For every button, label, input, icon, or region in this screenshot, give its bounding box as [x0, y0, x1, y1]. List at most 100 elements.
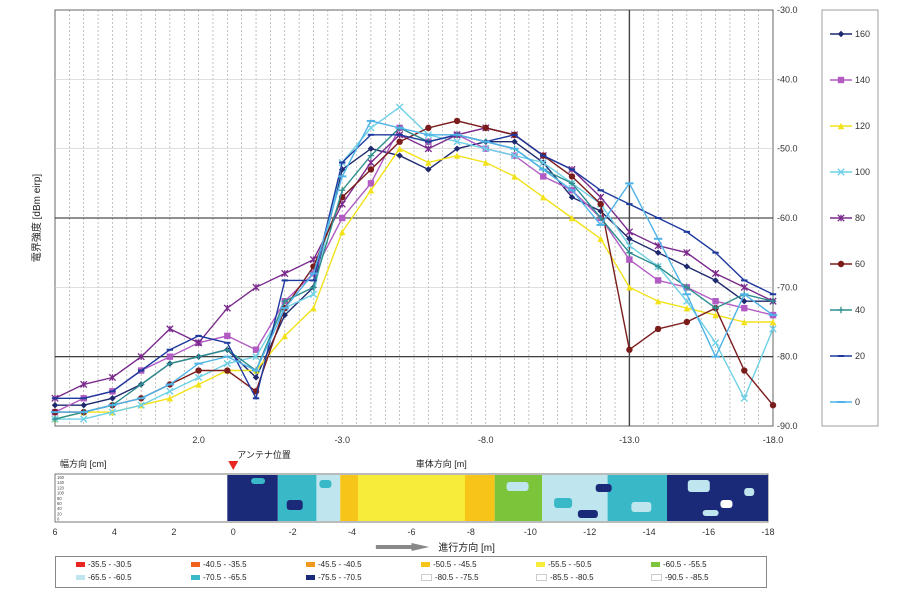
heatmap-legend-item: -55.5 - -50.5 [536, 560, 592, 570]
legend-range-label: -85.5 - -80.5 [550, 573, 594, 582]
x-tick-label: -13.0 [619, 435, 640, 445]
data-point [568, 173, 576, 180]
legend-range-label: -80.5 - -75.5 [435, 573, 479, 582]
data-point [281, 279, 288, 282]
data-point [367, 158, 375, 167]
strip-y-tick-label: 160 [57, 475, 65, 480]
data-point [281, 298, 288, 305]
data-point [280, 307, 289, 310]
legend-item-160: 160 [830, 29, 870, 39]
data-point [654, 298, 662, 305]
strip-y-tick-label: 80 [57, 496, 62, 501]
data-point [195, 367, 202, 374]
data-point [137, 369, 145, 372]
data-point [712, 298, 719, 305]
heatmap-patch [251, 478, 266, 484]
data-point [768, 314, 778, 317]
heatmap-band [277, 475, 317, 521]
data-point [137, 401, 145, 409]
x-tick-label: -18.0 [763, 435, 784, 445]
data-point [252, 374, 260, 381]
data-point [366, 119, 376, 122]
heatmap-legend-item: -35.5 - -30.5 [76, 560, 132, 570]
data-point [252, 346, 260, 353]
legend-item-0: 0 [830, 397, 860, 407]
data-point [740, 293, 749, 296]
legend-label: 100 [855, 167, 870, 177]
data-point [626, 249, 633, 256]
data-point [136, 397, 146, 400]
data-point [836, 401, 846, 403]
data-point [711, 269, 720, 278]
data-point [367, 166, 375, 173]
strip-x-tick-label: -14 [643, 527, 656, 537]
legend-range-label: -70.5 - -65.5 [203, 573, 247, 582]
x-tick-label: 2.0 [192, 435, 205, 445]
legend-swatch [76, 562, 85, 568]
data-point [309, 290, 318, 298]
legend-swatch [306, 575, 315, 581]
data-point [367, 187, 375, 194]
legend-range-label: -75.5 - -70.5 [318, 573, 362, 582]
legend-swatch [651, 574, 662, 582]
series-line-80 [54, 127, 774, 399]
data-point [741, 367, 748, 374]
data-point [683, 263, 691, 270]
strip-x-tick-label: 2 [171, 527, 176, 537]
data-point [339, 228, 346, 236]
data-point [654, 217, 662, 219]
data-point [625, 182, 634, 185]
legend: 160 140 120 100 80 60 40 20 0 [821, 9, 879, 427]
data-point [395, 103, 404, 111]
legend-item-20: 20 [830, 351, 865, 361]
legend-swatch [191, 562, 200, 568]
data-point [194, 339, 203, 347]
data-point [137, 381, 145, 388]
vehicle-direction-label: 車体方向 [m] [416, 458, 467, 469]
legend-swatch [651, 562, 660, 568]
legend-item-40: 40 [830, 305, 865, 315]
data-point [339, 161, 346, 164]
heatmap-legend-item: -90.5 - -85.5 [651, 573, 709, 583]
data-point [80, 380, 88, 389]
data-point [367, 145, 375, 152]
series-line-20 [55, 134, 774, 401]
heatmap-patch [319, 480, 332, 488]
data-point [224, 346, 231, 353]
data-point [683, 284, 691, 291]
data-point [224, 367, 231, 374]
strip-y-tick-label: 140 [57, 480, 65, 485]
legend-swatch [536, 574, 547, 582]
data-point [309, 272, 318, 275]
data-point [367, 133, 375, 136]
data-point [568, 180, 576, 187]
data-point [626, 346, 633, 353]
data-point [626, 235, 633, 242]
data-point [567, 189, 577, 192]
data-point [281, 332, 288, 340]
legend-swatch [536, 562, 545, 568]
data-point [741, 318, 748, 326]
data-point [837, 355, 845, 357]
data-point [837, 168, 845, 176]
data-point [310, 279, 317, 282]
data-point [539, 168, 548, 171]
heatmap-legend-item: -75.5 - -70.5 [306, 573, 362, 583]
strip-x-tick-label: -16 [702, 527, 715, 537]
strip-width-label: 幅方向 [cm] [60, 458, 107, 469]
data-point [597, 193, 605, 201]
data-point [51, 415, 59, 423]
data-point [511, 173, 518, 180]
data-point [224, 341, 231, 344]
data-point [837, 214, 845, 222]
data-point [539, 158, 547, 167]
data-point [252, 352, 260, 361]
data-point [166, 348, 174, 351]
legend-swatch [421, 574, 432, 582]
heatmap-legend-item: -50.5 - -45.5 [421, 560, 477, 570]
y-tick-label: -70.0 [777, 282, 798, 292]
data-point [166, 360, 174, 367]
heatmap-patch [720, 500, 733, 508]
heatmap-legend-item: -80.5 - -75.5 [421, 573, 479, 583]
heatmap-band [358, 475, 465, 521]
